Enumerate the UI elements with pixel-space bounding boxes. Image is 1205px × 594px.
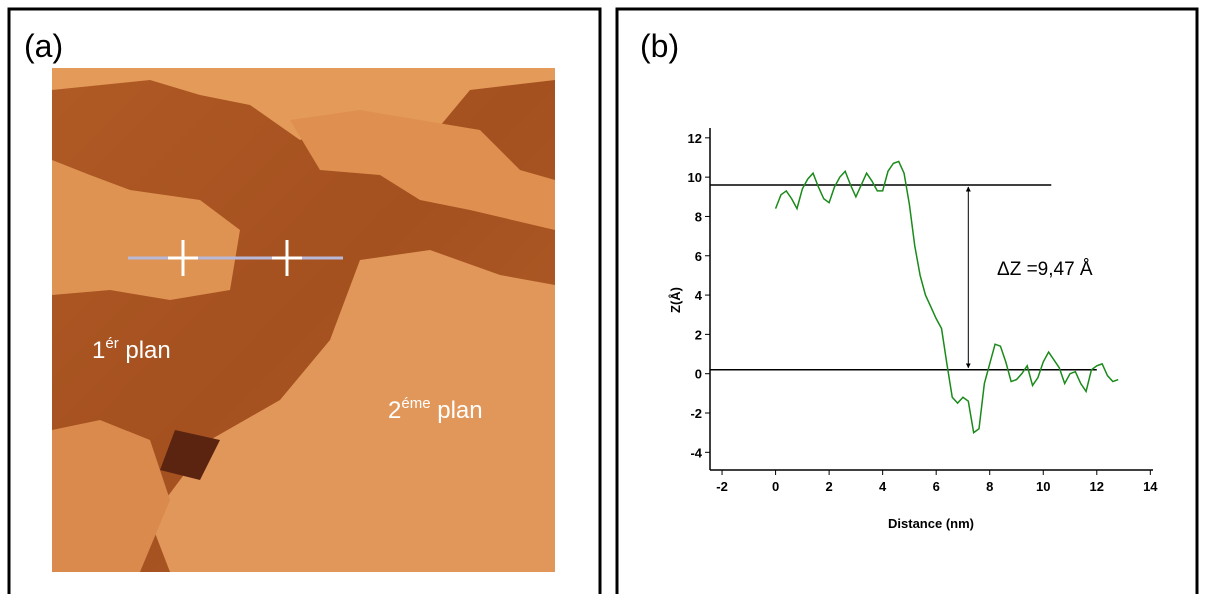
x-tick-label: 4 [879, 479, 887, 494]
x-tick-label: 2 [825, 479, 832, 494]
x-tick-label: 10 [1036, 479, 1050, 494]
x-tick-label: -2 [716, 479, 728, 494]
y-tick-label: 2 [695, 327, 702, 342]
y-tick-label: 6 [695, 249, 702, 264]
y-axis-label: Z(Å) [668, 287, 683, 313]
x-tick-label: 8 [986, 479, 993, 494]
panel-label: (a) [24, 28, 63, 64]
y-tick-label: 0 [695, 367, 702, 382]
y-tick-label: 10 [688, 170, 702, 185]
panel-frame [615, 7, 1199, 594]
y-tick-label: -4 [690, 445, 702, 460]
plane-word: plan [431, 397, 483, 424]
plane-label: 2éme plan [388, 395, 483, 424]
plane-number: 2 [388, 397, 401, 424]
y-tick-label: -2 [690, 406, 702, 421]
y-tick-label: 8 [695, 209, 702, 224]
x-axis-label: Distance (nm) [888, 516, 974, 531]
y-tick-label: 4 [695, 288, 703, 303]
plane-number: 1 [92, 337, 105, 364]
stm-image [52, 68, 555, 572]
y-tick-label: 12 [688, 131, 702, 146]
plane-label: 1ér plan [92, 335, 171, 364]
plane-sup: éme [401, 395, 430, 412]
x-tick-label: 14 [1143, 479, 1158, 494]
x-tick-label: 12 [1090, 479, 1104, 494]
panel-frame [7, 7, 602, 594]
data-line [774, 160, 1119, 434]
plane-sup: ér [105, 335, 118, 352]
x-tick-label: 6 [933, 479, 940, 494]
annotation: ΔZ =9,47 Å [997, 259, 1093, 280]
panel-label: (b) [640, 28, 679, 64]
x-tick-label: 0 [772, 479, 779, 494]
plane-word: plan [119, 337, 171, 364]
